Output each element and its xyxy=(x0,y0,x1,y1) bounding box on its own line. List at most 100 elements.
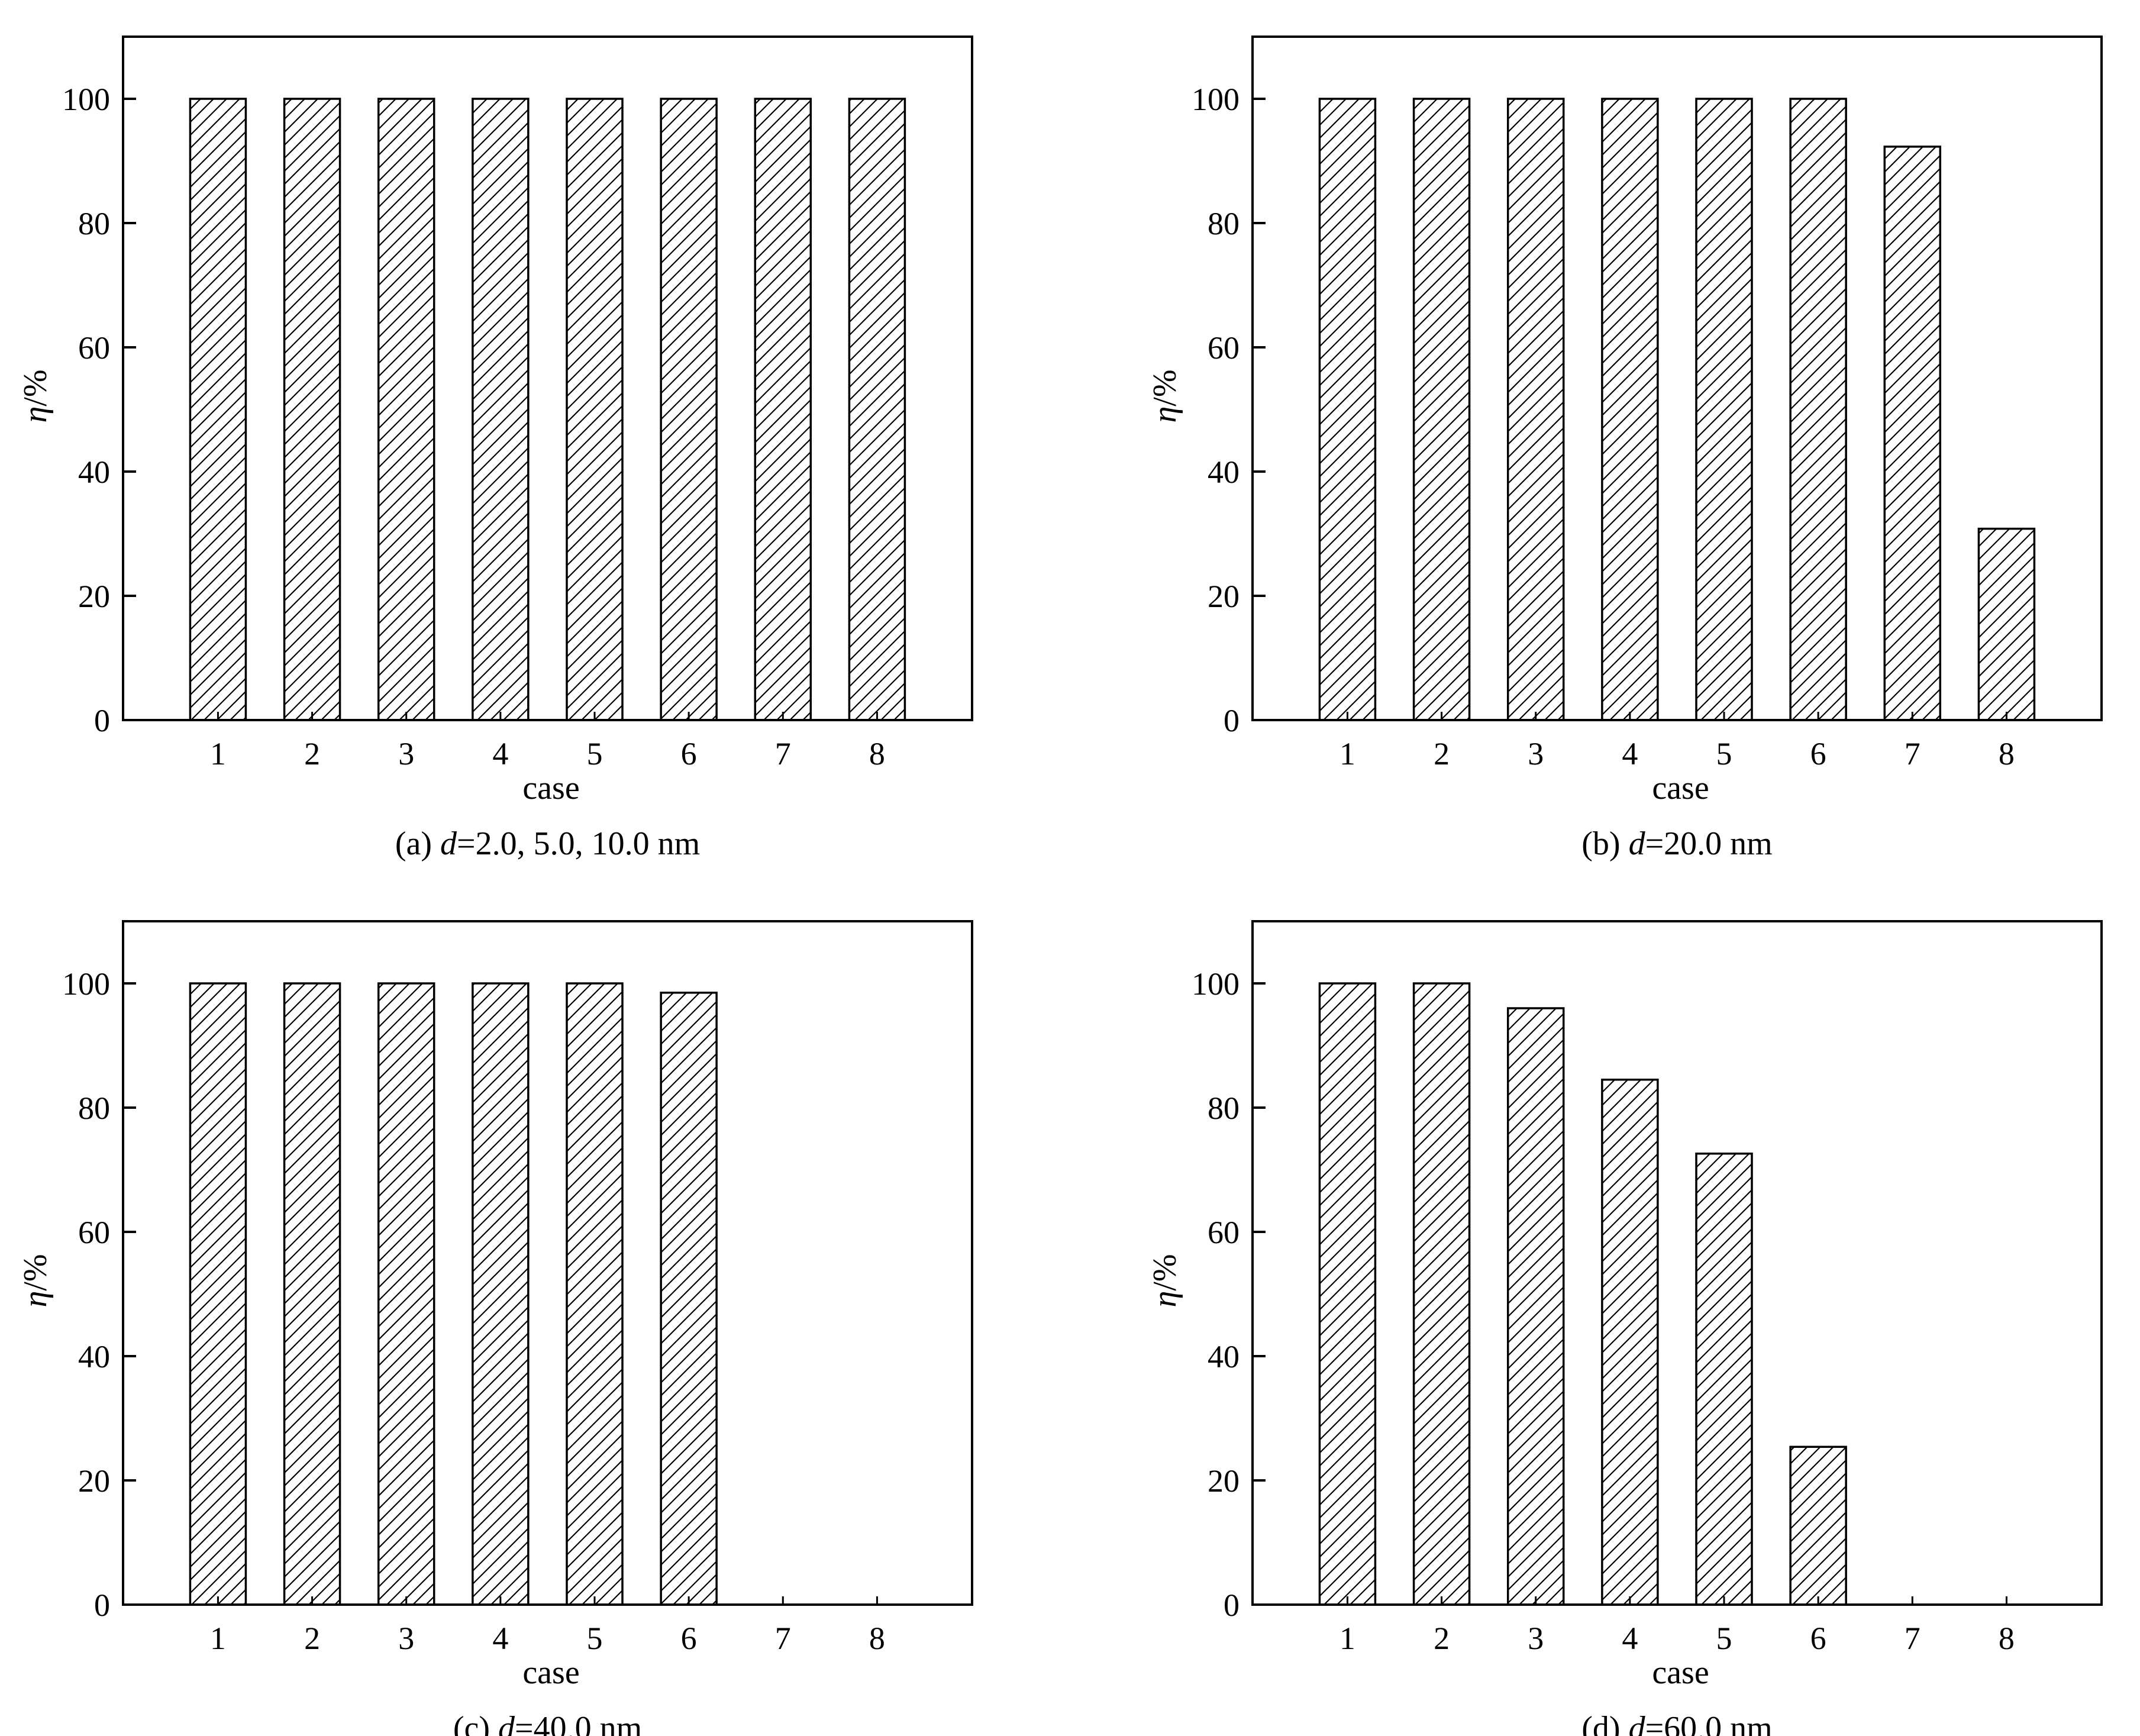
caption-prefix: (c) xyxy=(453,1710,498,1736)
bar-case-1 xyxy=(189,982,247,1606)
bar-case-1 xyxy=(189,98,247,721)
caption-variable: d xyxy=(1629,825,1646,862)
bar-case-4 xyxy=(472,982,530,1606)
x-tick-label: 3 xyxy=(398,736,414,772)
x-axis-label: case xyxy=(1652,1654,1709,1691)
x-tick-label: 1 xyxy=(210,736,226,772)
bar-case-5 xyxy=(566,98,624,721)
bar-case-3 xyxy=(377,982,435,1606)
x-tick-label: 7 xyxy=(1905,1621,1920,1656)
x-tick-label: 4 xyxy=(492,736,508,772)
bar-case-6 xyxy=(1789,1445,1847,1606)
x-tick-label: 5 xyxy=(1716,1621,1732,1656)
x-tick-label: 1 xyxy=(210,1621,226,1656)
y-tick-label: 60 xyxy=(1208,330,1240,366)
y-tick-label: 80 xyxy=(1208,1090,1240,1126)
x-tick-label: 5 xyxy=(1716,736,1732,772)
bar-case-2 xyxy=(283,98,341,721)
caption-variable: d xyxy=(1629,1710,1646,1736)
y-tick-label: 0 xyxy=(94,1587,110,1623)
x-tick-label: 7 xyxy=(1905,736,1920,772)
x-tick-label: 3 xyxy=(1528,736,1544,772)
bar-case-3 xyxy=(1506,98,1565,721)
y-tick-label: 100 xyxy=(62,82,110,117)
y-axis-unit: /% xyxy=(17,370,54,406)
panel-caption: (c) d=40.0 nm xyxy=(453,1710,642,1736)
bar-case-3 xyxy=(1506,1007,1565,1606)
caption-prefix: (a) xyxy=(395,825,440,862)
plot-frame xyxy=(122,36,973,721)
bar-case-2 xyxy=(283,982,341,1606)
x-tick-label: 2 xyxy=(304,736,320,772)
y-tick-label: 60 xyxy=(1208,1215,1240,1250)
y-tick-label: 40 xyxy=(1208,1339,1240,1374)
plot-frame xyxy=(122,920,973,1606)
bar-case-7 xyxy=(1883,146,1942,721)
y-tick-label: 0 xyxy=(1224,703,1240,738)
y-tick-label: 40 xyxy=(1208,454,1240,490)
x-tick-label: 5 xyxy=(586,1621,602,1656)
y-axis-label: η/% xyxy=(1147,370,1183,423)
bar-case-4 xyxy=(472,98,530,721)
chart-panel-a: 0 20 40 60 80 100 1 2 3 4 5 6 7 8 case η/% (a) d=2.0, 5.… xyxy=(17,36,973,862)
bar-case-2 xyxy=(1412,982,1471,1606)
y-tick-label: 100 xyxy=(62,966,110,1002)
bar-case-5 xyxy=(1695,1152,1753,1606)
chart-panel-d: 0 20 40 60 80 100 1 2 3 4 5 6 7 8 case η/% (d) d=60.0 nm xyxy=(1147,920,2103,1736)
bar-case-6 xyxy=(660,98,718,721)
caption-prefix: (d) xyxy=(1581,1710,1628,1736)
x-tick-label: 8 xyxy=(1999,736,2015,772)
bar-case-5 xyxy=(566,982,624,1606)
bar-case-8 xyxy=(1977,527,2036,721)
y-axis-symbol: η xyxy=(1147,1291,1183,1308)
y-axis-unit: /% xyxy=(1147,1254,1183,1291)
y-tick-label: 0 xyxy=(1224,1587,1240,1623)
x-tick-label: 4 xyxy=(1622,736,1638,772)
bar-case-1 xyxy=(1318,98,1377,721)
bar-case-2 xyxy=(1412,98,1471,721)
x-tick-label: 6 xyxy=(681,1621,697,1656)
bar-case-3 xyxy=(377,98,435,721)
y-axis-symbol: η xyxy=(17,1291,54,1308)
y-axis-label: η/% xyxy=(17,1254,54,1308)
y-tick-label: 60 xyxy=(78,330,110,366)
x-tick-label: 1 xyxy=(1339,736,1355,772)
x-axis-label: case xyxy=(522,1654,579,1691)
y-tick-label: 100 xyxy=(1192,82,1240,117)
y-tick-label: 60 xyxy=(78,1215,110,1250)
x-axis-label: case xyxy=(522,770,579,806)
y-tick-label: 80 xyxy=(1208,206,1240,241)
bar-case-4 xyxy=(1601,98,1659,721)
y-axis-symbol: η xyxy=(17,406,54,423)
y-axis-unit: /% xyxy=(17,1254,54,1291)
x-tick-label: 4 xyxy=(492,1621,508,1656)
x-tick-label: 4 xyxy=(1622,1621,1638,1656)
bar-case-5 xyxy=(1695,98,1753,721)
y-axis-symbol: η xyxy=(1147,406,1183,423)
y-tick-label: 100 xyxy=(1192,966,1240,1002)
x-tick-label: 8 xyxy=(869,736,885,772)
y-tick-label: 40 xyxy=(78,1339,110,1374)
caption-rest: =2.0, 5.0, 10.0 nm xyxy=(457,825,700,862)
bar-case-6 xyxy=(1789,98,1847,721)
y-tick-label: 0 xyxy=(94,703,110,738)
x-tick-label: 1 xyxy=(1339,1621,1355,1656)
y-tick-label: 80 xyxy=(78,1090,110,1126)
x-tick-label: 7 xyxy=(775,736,791,772)
caption-rest: =60.0 nm xyxy=(1645,1710,1773,1736)
y-axis-label: η/% xyxy=(1147,1254,1183,1308)
panel-caption: (b) d=20.0 nm xyxy=(1581,825,1772,862)
x-tick-label: 7 xyxy=(775,1621,791,1656)
x-tick-label: 8 xyxy=(869,1621,885,1656)
bar-case-7 xyxy=(754,98,812,721)
y-axis-unit: /% xyxy=(1147,370,1183,406)
chart-panel-c: 0 20 40 60 80 100 1 2 3 4 5 6 7 8 case η/% (c) d=40.0 nm xyxy=(17,920,973,1736)
panel-caption: (d) d=60.0 nm xyxy=(1581,1710,1772,1736)
y-tick-label: 20 xyxy=(78,1463,110,1499)
bar-case-1 xyxy=(1318,982,1377,1606)
x-tick-label: 2 xyxy=(1434,736,1450,772)
x-tick-label: 2 xyxy=(1434,1621,1450,1656)
x-tick-label: 6 xyxy=(681,736,697,772)
x-tick-label: 6 xyxy=(1810,1621,1826,1656)
